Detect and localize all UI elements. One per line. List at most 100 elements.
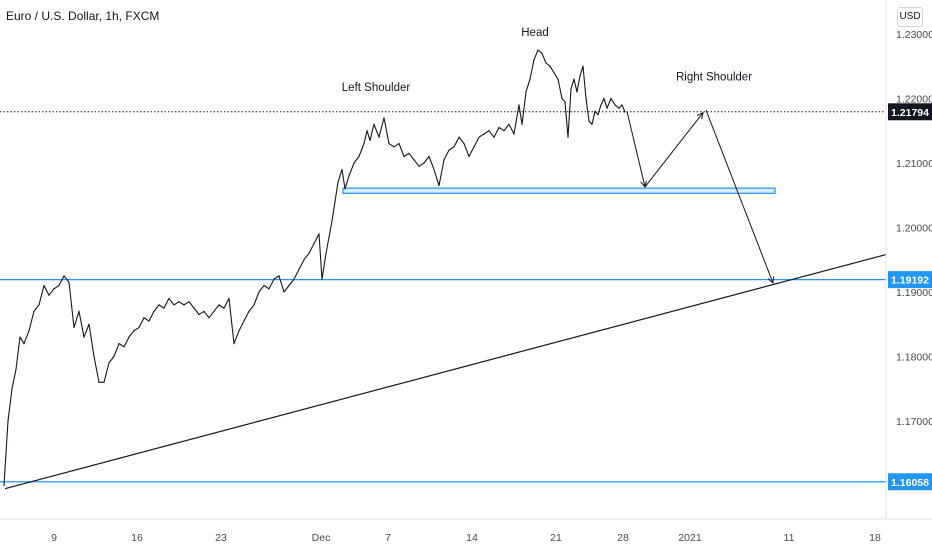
price-point: [168, 297, 170, 300]
y-tick-label: 1.22000: [896, 94, 932, 106]
price-point: [508, 123, 510, 125]
price-point: [223, 307, 225, 309]
price-point: [334, 201, 336, 203]
x-tick-label: 21: [550, 532, 562, 544]
price-point: [468, 155, 470, 158]
price-point: [488, 130, 490, 132]
price-point: [344, 188, 346, 190]
x-tick-label: Dec: [312, 532, 331, 544]
price-point: [128, 336, 130, 338]
price-point: [348, 175, 350, 177]
price-point: [108, 362, 110, 364]
level-price-label: 1.19192: [891, 275, 929, 287]
price-point: [273, 278, 275, 280]
price-point: [582, 65, 584, 67]
price-point: [118, 343, 120, 345]
price-point: [433, 168, 435, 171]
price-point: [453, 146, 455, 148]
projection-arrow-down[interactable]: [626, 111, 645, 186]
price-point: [610, 97, 612, 100]
price-point: [428, 155, 430, 158]
price-point: [218, 304, 220, 306]
price-point: [473, 146, 475, 148]
price-point: [576, 91, 578, 93]
price-point: [573, 78, 575, 80]
price-point: [325, 252, 327, 254]
x-tick-label: 11: [784, 532, 795, 544]
price-series-line: [3, 49, 626, 486]
target-arrow[interactable]: [705, 109, 773, 283]
price-point: [603, 97, 605, 100]
currency-button[interactable]: USD: [897, 7, 923, 27]
price-point: [594, 110, 596, 112]
price-point: [591, 123, 593, 125]
price-point: [503, 130, 505, 132]
price-point: [525, 91, 527, 93]
price-point: [83, 336, 85, 338]
price-point: [418, 165, 420, 167]
price-point: [478, 136, 480, 138]
current-price-badge: [888, 103, 932, 121]
level-price-badge: [888, 271, 932, 289]
annotation-label: Head: [521, 27, 549, 39]
price-point: [203, 310, 205, 312]
price-point: [163, 307, 165, 309]
price-point: [11, 388, 13, 390]
price-point: [158, 304, 160, 306]
price-point: [228, 297, 230, 300]
trendline[interactable]: [4, 254, 887, 490]
price-point: [308, 252, 310, 254]
price-point: [545, 62, 547, 64]
price-point: [38, 304, 40, 306]
neckline-zone[interactable]: [342, 187, 776, 194]
price-point: [337, 181, 339, 183]
price-point: [183, 304, 185, 306]
price-point: [366, 130, 368, 132]
price-point: [448, 149, 450, 151]
price-point: [393, 146, 395, 148]
price-point: [341, 168, 343, 171]
price-point: [369, 139, 371, 142]
annotation-label: Right Shoulder: [676, 71, 752, 83]
x-tick-label: 23: [215, 532, 227, 544]
price-point: [363, 143, 365, 145]
price-point: [258, 291, 260, 293]
price-point: [68, 281, 70, 283]
price-point: [193, 307, 195, 309]
price-point: [15, 368, 17, 370]
price-point: [564, 101, 566, 103]
price-point: [541, 52, 543, 54]
price-point: [48, 294, 50, 296]
price-point: [413, 159, 415, 161]
price-point: [98, 381, 100, 383]
price-point: [33, 310, 35, 312]
x-tick-label: 2021: [678, 532, 702, 544]
price-point: [498, 126, 500, 129]
price-point: [248, 310, 250, 312]
price-point: [93, 355, 95, 358]
price-point: [288, 284, 290, 287]
price-point: [458, 136, 460, 138]
price-point: [23, 343, 25, 345]
price-point: [143, 317, 145, 319]
price-point: [63, 275, 65, 277]
price-point: [233, 343, 235, 345]
price-point: [618, 107, 620, 109]
projection-arrow-up[interactable]: [644, 113, 703, 188]
price-point: [483, 133, 485, 135]
price-point: [408, 152, 410, 154]
price-point: [597, 114, 599, 116]
price-point: [3, 484, 5, 487]
price-point: [283, 291, 285, 293]
price-point: [353, 162, 355, 164]
price-point: [153, 310, 155, 312]
chart-title: Euro / U.S. Dollar, 1h, FXCM: [6, 9, 160, 23]
price-point: [123, 346, 125, 348]
price-point: [600, 104, 602, 106]
price-point: [253, 304, 255, 306]
x-tick-label: 9: [51, 532, 57, 544]
price-point: [423, 162, 425, 164]
price-point: [533, 59, 535, 61]
